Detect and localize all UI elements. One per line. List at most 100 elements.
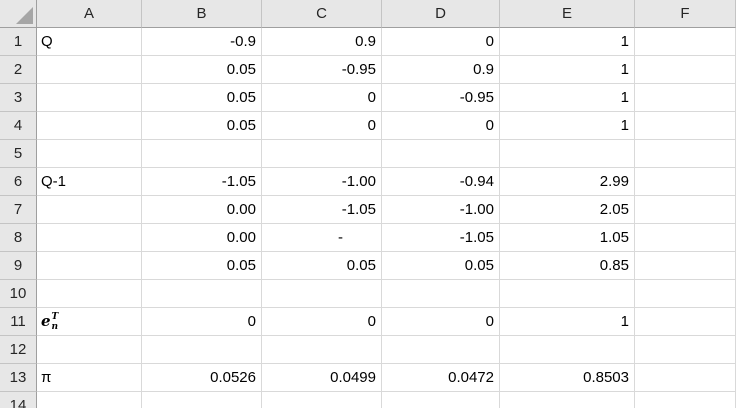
cell-B1[interactable]: -0.9 [142,28,262,56]
cell-E13[interactable]: 0.8503 [500,364,635,392]
cell-A5[interactable] [37,140,142,168]
cell-C14[interactable] [262,392,382,408]
row-header-9[interactable]: 9 [0,252,37,280]
cell-B9[interactable]: 0.05 [142,252,262,280]
cell-C1[interactable]: 0.9 [262,28,382,56]
cell-D5[interactable] [382,140,500,168]
row-header-7[interactable]: 7 [0,196,37,224]
cell-D14[interactable] [382,392,500,408]
cell-B12[interactable] [142,336,262,364]
cell-C9[interactable]: 0.05 [262,252,382,280]
cell-C8[interactable]: - [262,224,382,252]
column-header-B[interactable]: B [142,0,262,28]
cell-D13[interactable]: 0.0472 [382,364,500,392]
cell-A3[interactable] [37,84,142,112]
cell-F6[interactable] [635,168,736,196]
cell-C5[interactable] [262,140,382,168]
cell-C12[interactable] [262,336,382,364]
cell-E1[interactable]: 1 [500,28,635,56]
column-header-E[interactable]: E [500,0,635,28]
row-header-6[interactable]: 6 [0,168,37,196]
cell-F5[interactable] [635,140,736,168]
cell-A6[interactable]: Q-1 [37,168,142,196]
cell-C10[interactable] [262,280,382,308]
cell-B3[interactable]: 0.05 [142,84,262,112]
cell-A14[interactable] [37,392,142,408]
cell-E11[interactable]: 1 [500,308,635,336]
cell-D8[interactable]: -1.05 [382,224,500,252]
cell-A1[interactable]: Q [37,28,142,56]
cell-A10[interactable] [37,280,142,308]
cell-F13[interactable] [635,364,736,392]
cell-A8[interactable] [37,224,142,252]
cell-D3[interactable]: -0.95 [382,84,500,112]
cell-F3[interactable] [635,84,736,112]
cell-C6[interactable]: -1.00 [262,168,382,196]
cell-E3[interactable]: 1 [500,84,635,112]
cell-E10[interactable] [500,280,635,308]
cell-B4[interactable]: 0.05 [142,112,262,140]
cell-B2[interactable]: 0.05 [142,56,262,84]
cell-F4[interactable] [635,112,736,140]
cell-B10[interactable] [142,280,262,308]
cell-C7[interactable]: -1.05 [262,196,382,224]
cell-F2[interactable] [635,56,736,84]
cell-A13[interactable]: π [37,364,142,392]
cell-E12[interactable] [500,336,635,364]
cell-B13[interactable]: 0.0526 [142,364,262,392]
cell-F10[interactable] [635,280,736,308]
cell-E6[interactable]: 2.99 [500,168,635,196]
row-header-14[interactable]: 14 [0,392,37,408]
cell-F9[interactable] [635,252,736,280]
cell-B5[interactable] [142,140,262,168]
row-header-12[interactable]: 12 [0,336,37,364]
cell-A12[interactable] [37,336,142,364]
cell-E7[interactable]: 2.05 [500,196,635,224]
row-header-8[interactable]: 8 [0,224,37,252]
cell-D4[interactable]: 0 [382,112,500,140]
cell-F14[interactable] [635,392,736,408]
cell-C11[interactable]: 0 [262,308,382,336]
cell-D6[interactable]: -0.94 [382,168,500,196]
cell-C13[interactable]: 0.0499 [262,364,382,392]
cell-D9[interactable]: 0.05 [382,252,500,280]
column-header-C[interactable]: C [262,0,382,28]
cell-B7[interactable]: 0.00 [142,196,262,224]
cell-B6[interactable]: -1.05 [142,168,262,196]
cell-B11[interactable]: 0 [142,308,262,336]
row-header-5[interactable]: 5 [0,140,37,168]
row-header-11[interactable]: 11 [0,308,37,336]
cell-E4[interactable]: 1 [500,112,635,140]
cell-A7[interactable] [37,196,142,224]
row-header-4[interactable]: 4 [0,112,37,140]
cell-E5[interactable] [500,140,635,168]
cell-B8[interactable]: 0.00 [142,224,262,252]
cell-A9[interactable] [37,252,142,280]
cell-D10[interactable] [382,280,500,308]
cell-E8[interactable]: 1.05 [500,224,635,252]
cell-E2[interactable]: 1 [500,56,635,84]
cell-F12[interactable] [635,336,736,364]
cell-D1[interactable]: 0 [382,28,500,56]
cell-A4[interactable] [37,112,142,140]
cell-F8[interactable] [635,224,736,252]
column-header-D[interactable]: D [382,0,500,28]
cell-D2[interactable]: 0.9 [382,56,500,84]
cell-B14[interactable] [142,392,262,408]
cell-D7[interactable]: -1.00 [382,196,500,224]
cell-A2[interactable] [37,56,142,84]
cell-F1[interactable] [635,28,736,56]
cell-F7[interactable] [635,196,736,224]
row-header-10[interactable]: 10 [0,280,37,308]
cell-F11[interactable] [635,308,736,336]
row-header-13[interactable]: 13 [0,364,37,392]
cell-D11[interactable]: 0 [382,308,500,336]
cell-D12[interactable] [382,336,500,364]
cell-E9[interactable]: 0.85 [500,252,635,280]
row-header-3[interactable]: 3 [0,84,37,112]
cell-C3[interactable]: 0 [262,84,382,112]
row-header-2[interactable]: 2 [0,56,37,84]
select-all-corner[interactable] [0,0,37,28]
column-header-F[interactable]: F [635,0,736,28]
